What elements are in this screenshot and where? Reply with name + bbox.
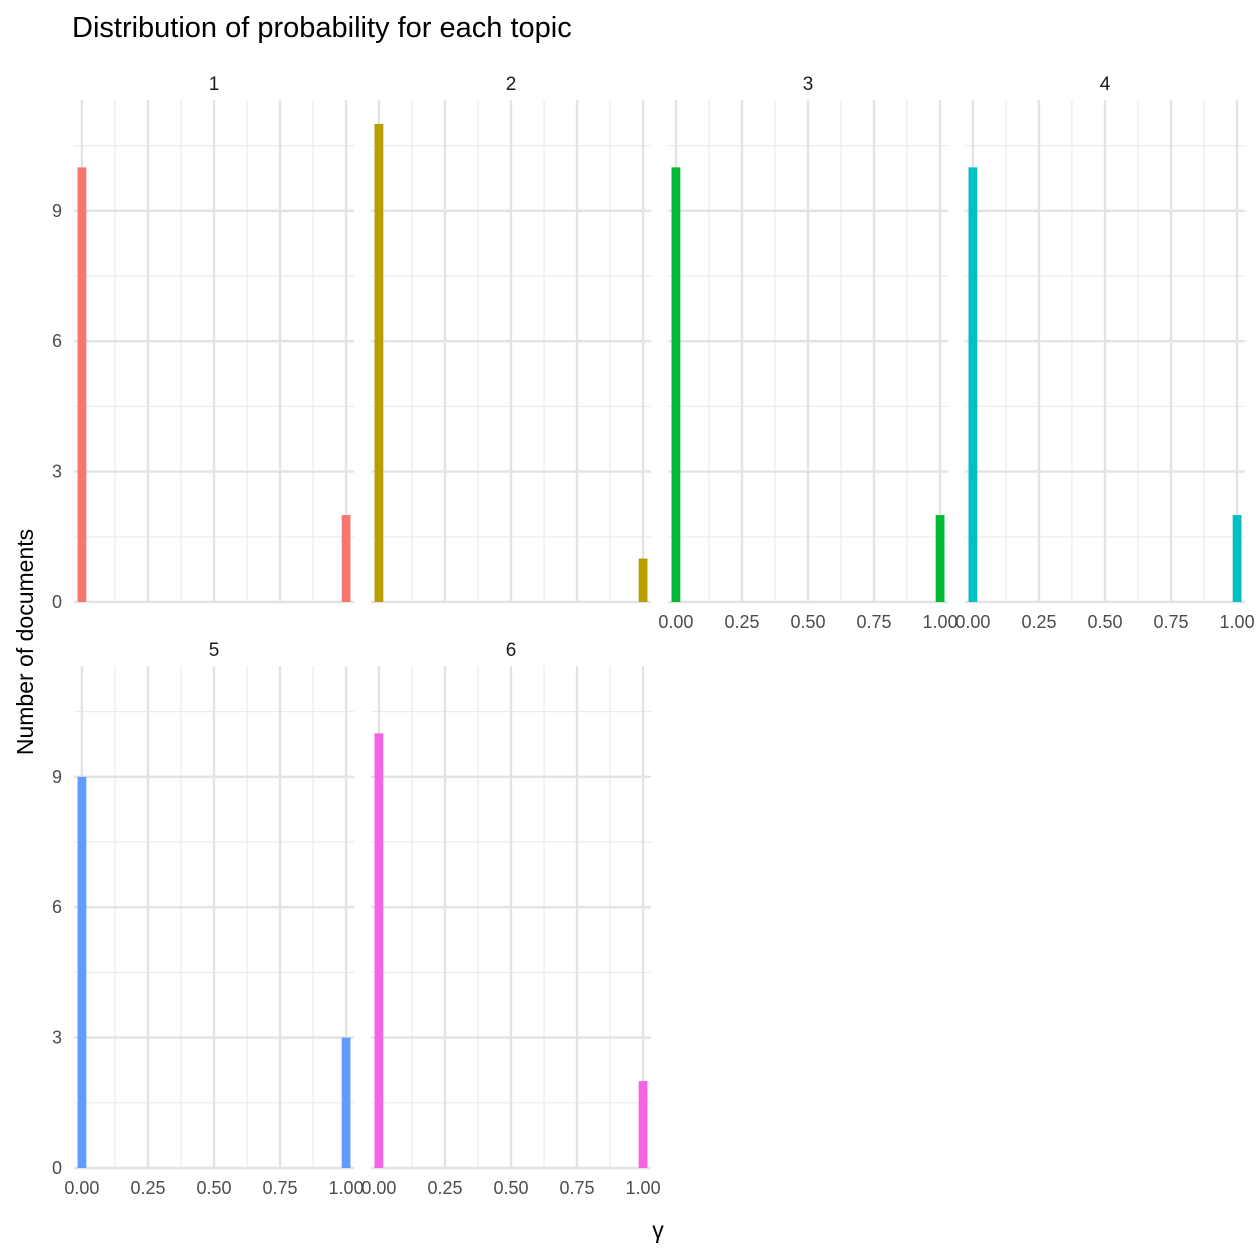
facet-panel-4: 4 0.00 0.25 0.50 0.75 1.00 [955,74,1254,632]
x-tick-label: 0.50 [493,1178,528,1198]
x-tick-label: 1.00 [1220,612,1255,632]
facet-strip-label: 1 [209,74,220,95]
y-tick-label: 6 [52,897,62,917]
facet-panel-3: 3 0.00 0.25 0.50 0.75 1.00 [658,74,957,632]
histogram-bar [77,167,87,602]
x-tick-label: 1.00 [626,1178,661,1198]
histogram-bar [638,558,648,602]
facet-panel-6: 6 0.00 0.25 0.50 0.75 1.00 [361,640,660,1198]
histogram-bar [341,1037,351,1168]
histogram-bar [1232,515,1242,602]
facet-strip-label: 3 [803,74,814,95]
x-axis-title: γ [652,1217,664,1243]
y-tick-label: 0 [52,1158,62,1178]
y-tick-label: 0 [52,592,62,612]
facet-strip-label: 4 [1100,74,1111,95]
facet-strip-label: 2 [506,74,517,95]
y-axis-title: Number of documents [12,529,38,755]
facet-strip-label: 6 [506,640,517,661]
x-tick-label: 0.50 [196,1178,231,1198]
histogram-bar [77,776,87,1168]
facet-panel-5: 5 0 3 6 9 0.00 0.25 0.50 0.75 1.00 [52,640,364,1198]
histogram-bar [374,123,384,603]
x-tick-label: 0.75 [857,612,892,632]
histogram-bar [638,1081,648,1168]
facet-panels: 1 0 3 6 9 2 3 0.00 0.25 0.50 0.75 1.00 4 0.00 0.25 0.50… [52,74,1255,1198]
x-tick-label: 0.75 [263,1178,298,1198]
facet-panel-2: 2 [371,74,651,604]
x-tick-label: 0.00 [361,1178,396,1198]
x-tick-label: 0.50 [1087,612,1122,632]
facet-panel-1: 1 0 3 6 9 [52,74,354,612]
x-tick-label: 0.75 [560,1178,595,1198]
histogram-bar [968,167,978,602]
histogram-bar [671,167,681,602]
y-tick-label: 9 [52,767,62,787]
y-tick-label: 3 [52,462,62,482]
histogram-bar [341,515,351,602]
x-tick-label: 0.50 [790,612,825,632]
x-tick-label: 0.75 [1154,612,1189,632]
x-tick-label: 0.25 [1021,612,1056,632]
histogram-bar [374,733,384,1168]
x-tick-label: 0.25 [130,1178,165,1198]
x-tick-label: 1.00 [329,1178,364,1198]
y-tick-label: 9 [52,201,62,221]
x-tick-label: 0.25 [427,1178,462,1198]
x-tick-label: 0.00 [658,612,693,632]
facet-strip-label: 5 [209,640,220,661]
chart-title: Distribution of probability for each top… [72,12,572,44]
x-tick-label: 0.00 [955,612,990,632]
x-tick-label: 0.00 [64,1178,99,1198]
y-tick-label: 6 [52,331,62,351]
x-tick-label: 1.00 [923,612,958,632]
x-tick-label: 0.25 [724,612,759,632]
y-tick-label: 3 [52,1028,62,1048]
histogram-bar [935,515,945,602]
